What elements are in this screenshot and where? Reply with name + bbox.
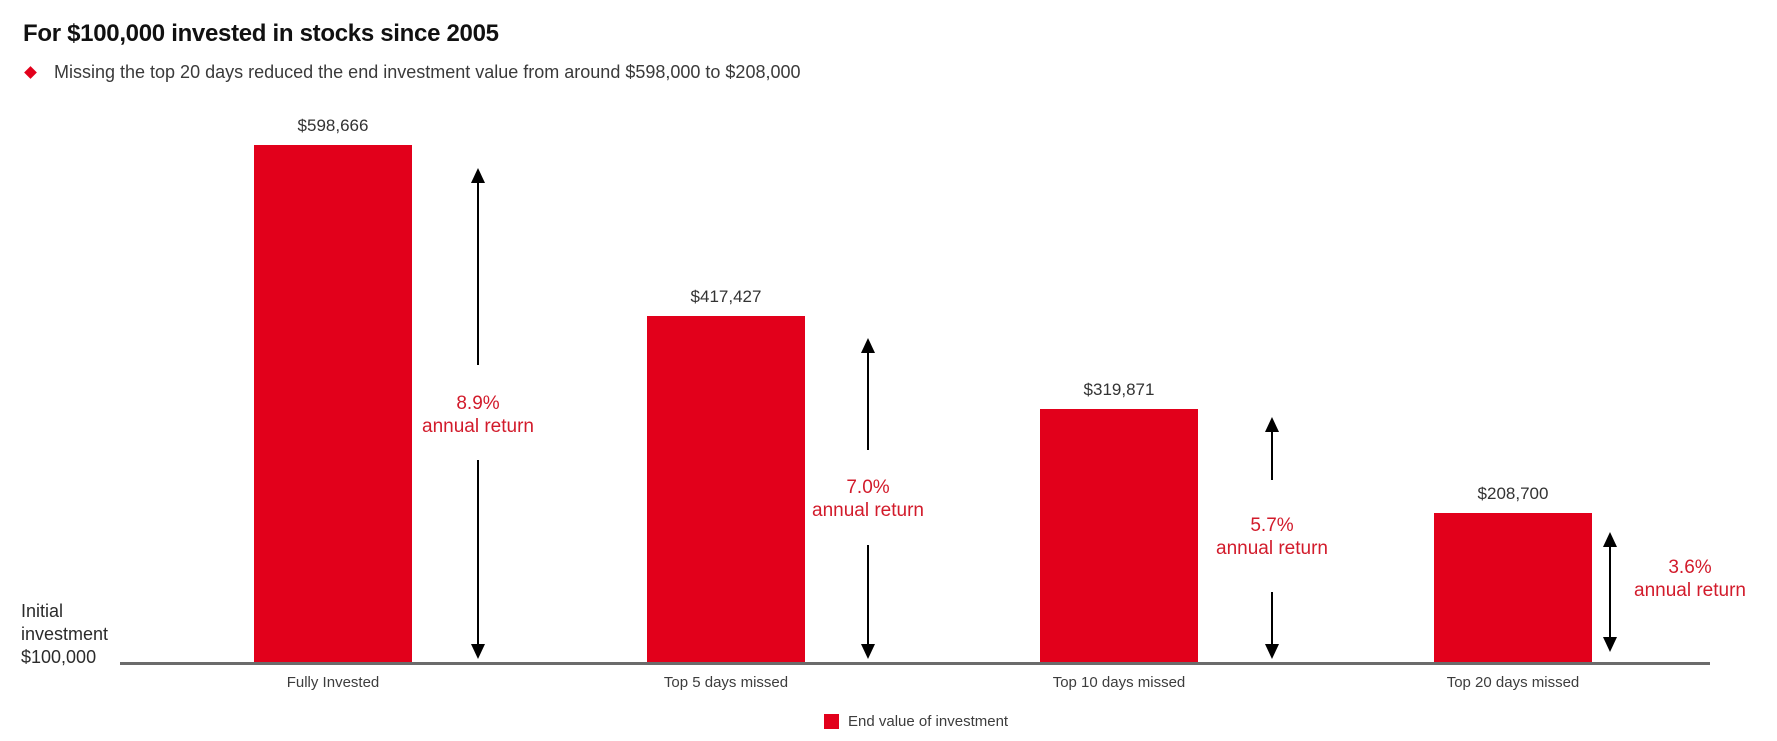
subtitle-text: Missing the top 20 days reduced the end … (54, 62, 801, 82)
x-axis-line (120, 662, 1710, 665)
annual-return-caption: annual return (1216, 538, 1328, 559)
annual-return-annotation: 5.7% annual return (1162, 514, 1382, 560)
bar-top-10-days-missed (1040, 409, 1198, 662)
down-arrow-icon (1603, 592, 1617, 652)
annual-return-pct: 5.7% (1250, 515, 1294, 536)
down-arrow-icon (1265, 592, 1279, 659)
up-arrow-icon (1603, 532, 1617, 592)
annual-return-annotation: 8.9% annual return (368, 392, 588, 438)
annual-return-caption: annual return (812, 500, 924, 521)
up-arrow-icon (1265, 417, 1279, 480)
x-axis-category-label: Top 20 days missed (1446, 674, 1580, 691)
up-arrow-icon (861, 338, 875, 450)
diamond-bullet-icon (24, 66, 37, 79)
annual-return-annotation: 3.6% annual return (1628, 556, 1752, 602)
down-arrow-icon (471, 460, 485, 659)
legend: End value of investment (824, 713, 1008, 730)
initial-investment-label-line2: investment (21, 624, 109, 644)
bar-top-5-days-missed (647, 316, 805, 662)
bar-value-label: $598,666 (297, 116, 369, 135)
up-arrow-icon (471, 168, 485, 365)
initial-investment-label: Initial investment $100,000 (21, 600, 108, 669)
annual-return-pct: 7.0% (846, 477, 890, 498)
down-arrow-icon (861, 545, 875, 659)
legend-swatch-red-square-icon (824, 714, 839, 729)
legend-label: End value of investment (848, 713, 1009, 730)
x-axis-category-label: Top 10 days missed (1052, 674, 1186, 691)
bar-top-20-days-missed (1434, 513, 1592, 662)
annual-return-pct: 3.6% (1668, 557, 1712, 578)
initial-investment-label-line3: $100,000 (21, 647, 97, 667)
bar-value-label: $208,700 (1477, 484, 1549, 503)
x-axis-category-label: Fully Invested (286, 674, 380, 691)
annual-return-annotation: 7.0% annual return (758, 476, 978, 522)
annual-return-caption: annual return (1634, 580, 1746, 601)
annual-return-pct: 8.9% (456, 393, 500, 414)
annual-return-caption: annual return (422, 416, 534, 437)
bar-value-label: $319,871 (1083, 380, 1155, 399)
initial-investment-label-line1: Initial (21, 601, 64, 621)
bar-value-label: $417,427 (690, 287, 762, 306)
chart-title: For $100,000 invested in stocks since 20… (23, 20, 499, 47)
x-axis-category-label: Top 5 days missed (663, 674, 789, 691)
chart-subtitle: Missing the top 20 days reduced the end … (24, 62, 801, 83)
bar-fully-invested (254, 145, 412, 662)
